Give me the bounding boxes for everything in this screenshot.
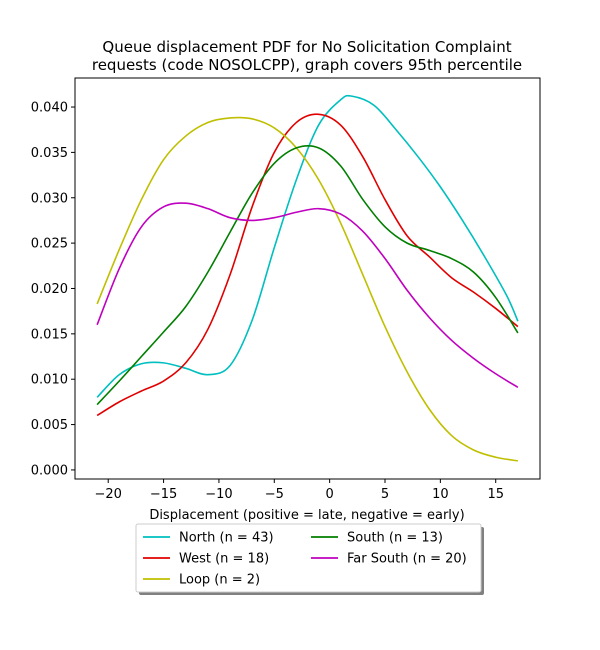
series-layer bbox=[96, 94, 519, 462]
plot-area bbox=[75, 78, 540, 479]
legend-label-0: North (n = 43) bbox=[179, 531, 274, 546]
plot-frame bbox=[74, 77, 541, 480]
x-tick-label: 10 bbox=[432, 487, 449, 502]
x-tick-label: 15 bbox=[487, 487, 504, 502]
series-line-0 bbox=[96, 94, 519, 398]
legend-label-1: West (n = 18) bbox=[179, 552, 269, 567]
y-tick-label: 0.010 bbox=[31, 373, 68, 388]
legend: North (n = 43) West (n = 18) Loop (n = 2) S… bbox=[135, 523, 484, 595]
x-tick-label: 0 bbox=[326, 487, 334, 502]
x-axis-label: Displacement (positive = late, negative … bbox=[149, 508, 464, 523]
legend-label-4: Far South (n = 20) bbox=[347, 552, 467, 567]
x-tick-label: −15 bbox=[150, 487, 177, 502]
y-tick-label: 0.000 bbox=[31, 463, 68, 478]
y-tick-label: 0.035 bbox=[31, 146, 68, 161]
series-line-3 bbox=[96, 144, 519, 406]
x-tick-label: −5 bbox=[265, 487, 284, 502]
legend-label-2: Loop (n = 2) bbox=[179, 573, 260, 588]
series-line-2 bbox=[96, 116, 518, 462]
y-tick-label: 0.025 bbox=[31, 237, 68, 252]
y-tick-label: 0.030 bbox=[31, 191, 68, 206]
y-tick-label: 0.020 bbox=[31, 282, 68, 297]
x-tick-label: −20 bbox=[94, 487, 121, 502]
chart-title-line-2: requests (code NOSOLCPP), graph covers 9… bbox=[92, 56, 522, 74]
chart-title-line-1: Queue displacement PDF for No Solicitati… bbox=[102, 38, 511, 56]
x-axis-ticks: −20 −15 −10 −5 0 5 10 15 bbox=[94, 479, 504, 502]
y-tick-label: 0.015 bbox=[31, 327, 68, 342]
series-line-4 bbox=[96, 202, 519, 389]
y-tick-label: 0.040 bbox=[31, 101, 68, 116]
series-line-1 bbox=[96, 113, 519, 417]
y-tick-label: 0.005 bbox=[31, 418, 68, 433]
legend-label-3: South (n = 13) bbox=[347, 531, 443, 546]
y-axis-ticks: 0.000 0.005 0.010 0.015 0.020 0.025 0.030 0.035… bbox=[31, 101, 75, 478]
legend-entries: North (n = 43) West (n = 18) Loop (n = 2) S… bbox=[143, 531, 467, 588]
x-tick-label: −10 bbox=[205, 487, 232, 502]
x-tick-label: 5 bbox=[381, 487, 389, 502]
legend-box bbox=[135, 523, 482, 593]
